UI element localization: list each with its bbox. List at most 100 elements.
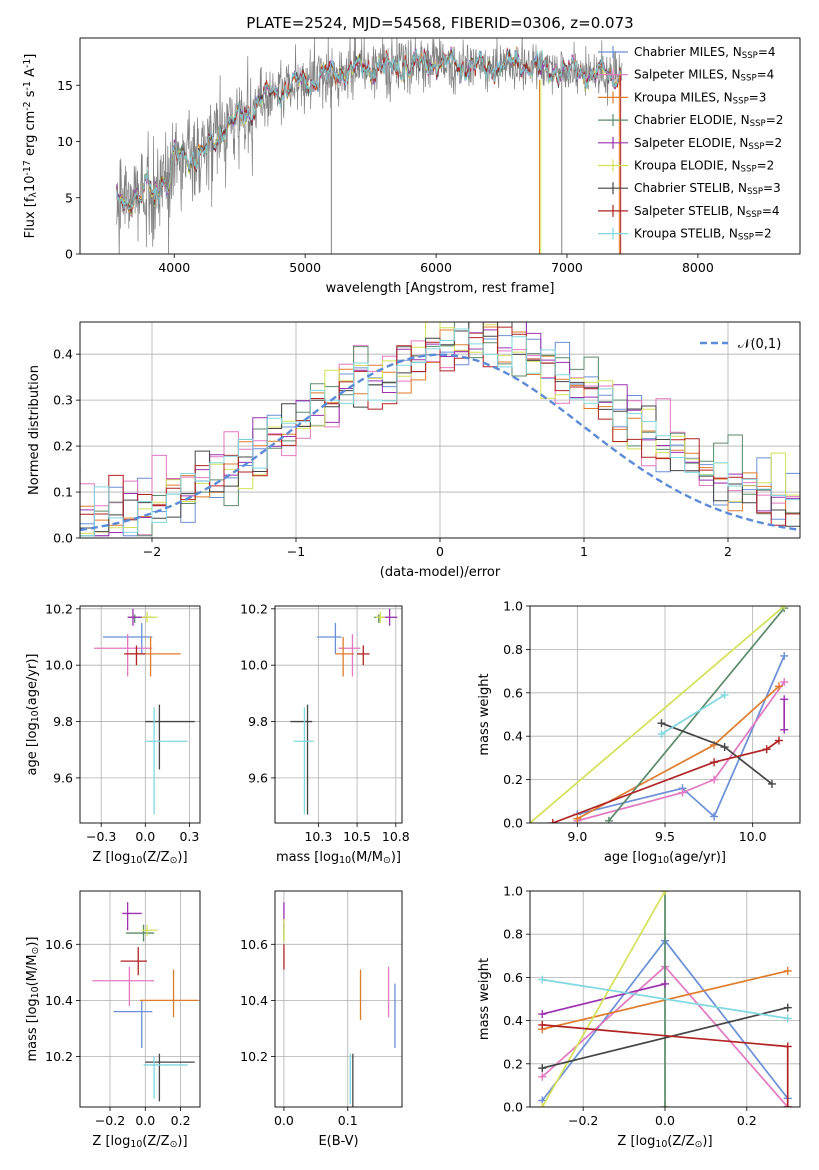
axes-frame (274, 890, 403, 1108)
y-tick-label: 10.2 (240, 1049, 268, 1064)
x-tick-label: 0.0 (135, 1113, 155, 1128)
y-tick-label: 0.2 (503, 772, 523, 787)
legend-label-normal: 𝒩(0,1) (738, 337, 781, 352)
y-tick-label: 10.0 (240, 658, 268, 673)
model-line-8 (116, 48, 622, 210)
y-tick-label: 10.6 (45, 937, 73, 952)
weight-line-8 (661, 694, 726, 735)
plot-area (116, 38, 623, 254)
weight-line-1 (577, 681, 785, 822)
y-tick-label: 10 (57, 134, 73, 149)
x-tick-label: −0.3 (86, 829, 116, 844)
x-tick-label: 0.0 (274, 1113, 294, 1128)
y-tick-label: 0.0 (503, 816, 523, 831)
y-tick-label: 10.0 (45, 658, 73, 673)
axes-frame (79, 321, 801, 539)
y-axis-label: age [log10(age/yr)] (25, 653, 41, 775)
y-tick-label: 0.2 (53, 439, 73, 454)
x-tick-label: 2 (724, 544, 732, 559)
axes-frame (274, 605, 403, 824)
plot-area (275, 606, 402, 823)
y-tick-label: 15 (57, 78, 73, 93)
normal-curve (80, 353, 798, 532)
legend-label-8: Kroupa STELIB, NSSP=2 (634, 227, 772, 243)
legend-label-3: Chabrier ELODIE, NSSP=2 (634, 113, 783, 129)
y-axis-label: mass weight (477, 673, 492, 755)
weight-line-6 (542, 1006, 788, 1069)
legend-label-7: Salpeter STELIB, NSSP=4 (634, 204, 780, 220)
plot-area (275, 891, 402, 1107)
x-tick-label: 5000 (289, 260, 321, 275)
y-tick-label: 10.2 (240, 601, 268, 616)
x-tick-label: −2 (143, 544, 161, 559)
plot-area (80, 891, 200, 1107)
x-tick-label: −1 (287, 544, 305, 559)
legend-label-5: Kroupa ELODIE, NSSP=2 (634, 159, 774, 175)
x-tick-label: 0 (436, 544, 444, 559)
x-tick-label: 0.2 (737, 1113, 757, 1128)
x-axis-label: Z [log10(Z/Z⊙)] (617, 1134, 712, 1150)
x-tick-label: 10.3 (304, 829, 332, 844)
x-tick-label: 10.5 (343, 829, 371, 844)
plot-area (530, 891, 800, 1107)
weight-line-2 (576, 685, 780, 820)
y-tick-label: 10.2 (45, 1049, 73, 1064)
histogram-5 (80, 322, 800, 534)
panel-spectrum: 4000 5000 6000 7000 8000 0 5 10 15 wavelength [An… (22, 37, 801, 296)
x-axis-label: Z [log10(Z/Z⊙)] (92, 1134, 187, 1150)
y-tick-label: 0.4 (53, 347, 73, 362)
x-tick-label: 8000 (682, 260, 714, 275)
x-tick-label: 10.8 (382, 829, 410, 844)
y-tick-label: 9.6 (53, 770, 73, 785)
plot-area (80, 322, 800, 538)
y-tick-label: 0.2 (503, 1056, 523, 1071)
y-axis-label: mass [log10(M/M⊙)] (25, 936, 41, 1061)
x-axis-label: Z [log10(Z/Z⊙)] (92, 850, 187, 866)
histogram-8 (80, 328, 800, 537)
y-tick-label: 0.6 (503, 970, 523, 985)
x-tick-label: −0.2 (95, 1113, 125, 1128)
x-axis-label: age [log10(age/yr)] (604, 850, 726, 866)
x-tick-label: 9.5 (655, 829, 675, 844)
y-tick-label: 5 (65, 190, 73, 205)
weight-line-3 (608, 607, 785, 822)
weight-line-5 (541, 891, 666, 1107)
figure-title: PLATE=2524, MJD=54568, FIBERID=0306, z=0… (246, 14, 633, 32)
x-tick-label: 0.2 (171, 1113, 191, 1128)
y-tick-label: 1.0 (503, 884, 523, 899)
y-tick-label: 0.1 (53, 485, 73, 500)
y-axis-label: Normed distribution (27, 365, 42, 495)
x-tick-label: 6000 (420, 260, 452, 275)
y-tick-label: 10.4 (240, 993, 268, 1008)
x-axis-label: wavelength [Angstrom, rest frame] (326, 281, 555, 296)
y-tick-label: 0.8 (503, 927, 523, 942)
panel-massweight_vs_Z: −0.2 0.0 0.2 0.0 0.2 0.4 0.6 0.8 1.0 Z [log10(Z/Z… (477, 884, 801, 1150)
y-tick-label: 10.4 (45, 993, 73, 1008)
legend-label-2: Kroupa MILES, NSSP=3 (634, 90, 766, 106)
legend-label-6: Chabrier STELIB, NSSP=3 (634, 181, 781, 197)
y-tick-label: 9.8 (53, 714, 73, 729)
axes-frame (79, 605, 201, 824)
legend-label-0: Chabrier MILES, NSSP=4 (634, 45, 776, 61)
x-tick-label: 9.0 (567, 829, 587, 844)
x-axis-label: E(B-V) (318, 1134, 358, 1149)
weight-line-5 (530, 606, 785, 823)
x-tick-label: −0.2 (568, 1113, 598, 1128)
x-tick-label: 1 (580, 544, 588, 559)
y-tick-label: 9.8 (248, 714, 268, 729)
y-tick-label: 10.2 (45, 601, 73, 616)
legend-label-1: Salpeter MILES, NSSP=4 (634, 68, 774, 84)
panel-age_vs_Z: −0.3 0.0 0.3 9.6 9.8 10.0 10.2 Z [log10(Z/Z⊙)] a… (25, 601, 201, 866)
x-tick-label: 0.0 (135, 829, 155, 844)
x-tick-label: 10.0 (739, 829, 767, 844)
y-tick-label: 9.6 (248, 770, 268, 785)
x-tick-label: 7000 (551, 260, 583, 275)
legend-label-4: Salpeter ELODIE, NSSP=2 (634, 136, 782, 152)
axes-frame (529, 890, 801, 1108)
weight-line-7 (552, 739, 780, 823)
plot-area (80, 606, 200, 823)
axes-frame (79, 37, 801, 255)
y-axis-label: mass weight (477, 958, 492, 1040)
panel-age_vs_mass: 10.3 10.5 10.8 9.6 9.8 10.0 10.2 mass [log10(M/… (240, 601, 410, 866)
